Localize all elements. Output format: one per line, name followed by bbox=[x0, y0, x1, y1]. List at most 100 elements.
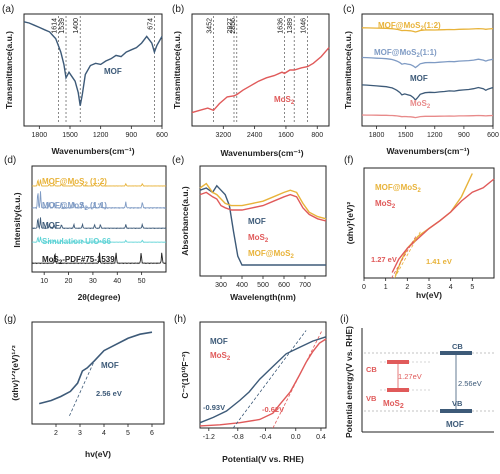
panel-d-legend-2: MOF@MoS2 (1:1) bbox=[42, 201, 107, 212]
panel-d-legend-3: MOF bbox=[42, 221, 60, 230]
panel-d-series-3 bbox=[31, 236, 167, 243]
panel-e-xtick-label: 500 bbox=[257, 282, 269, 289]
panel-f-xlabel: hv(eV) bbox=[416, 290, 442, 300]
panel-f-tangent-1 bbox=[394, 231, 421, 279]
panel-h-legend-mos2: MoS2 bbox=[210, 351, 231, 362]
panel-i-mos2-vb bbox=[387, 388, 409, 392]
panel-f-ylabel: (αhv)²(eV)² bbox=[345, 202, 355, 245]
panel-h-annot-1: -0.93V bbox=[203, 403, 225, 412]
panel-i-mof-vb-label: VB bbox=[452, 399, 463, 408]
panel-g-legend-mof: MOF bbox=[101, 361, 119, 370]
panel-g-ylabel: (αhv)¹ᐟ²(eV)¹ᐟ² bbox=[10, 345, 20, 401]
panel-c-series-0 bbox=[361, 27, 494, 33]
panel-h-annot-2: -0.62V bbox=[262, 405, 284, 414]
panel-i-mos2-cb bbox=[387, 360, 409, 364]
panel-c-xtick-label: 1200 bbox=[427, 132, 443, 139]
panel-b-peak-label: 2927 bbox=[227, 18, 234, 34]
panel-i-mof-gap: 2.56eV bbox=[458, 379, 482, 388]
panel-c: (c) 1800 1500 1200 900 600 MOF@MoS2(1:2) MOF… bbox=[343, 4, 499, 156]
panel-i-label: (i) bbox=[340, 314, 349, 325]
panel-c-legend-1: MOF@MoS2(1:2) bbox=[378, 21, 441, 32]
panel-h-ylabel: C⁻²(10¹⁰F⁻²) bbox=[180, 351, 190, 398]
panel-b-plot-frame bbox=[191, 13, 330, 127]
panel-a-peak-label: 674 bbox=[147, 18, 154, 30]
panel-e-xtick-label: 700 bbox=[299, 282, 311, 289]
panel-d-series-1 bbox=[31, 191, 167, 210]
panel-f-xtick-label: 4 bbox=[449, 284, 453, 291]
panel-c-legend-4: MoS2 bbox=[410, 99, 431, 110]
panel-d-xtick-label: 30 bbox=[89, 278, 97, 285]
panel-h-legend-mof: MOF bbox=[210, 337, 228, 346]
panel-i-mof-name: MOF bbox=[446, 420, 464, 429]
panel-i-mos2-vb-label: VB bbox=[366, 394, 377, 403]
panel-c-ylabel: Transmittance(a.u.) bbox=[343, 31, 353, 109]
panel-d-legend-5: MoS2-PDF#75-1539 bbox=[42, 255, 115, 266]
panel-g-xtick-label: 5 bbox=[126, 430, 130, 437]
panel-i-mof-cb bbox=[440, 351, 472, 355]
panel-e: (e) 300 400 500 600 700 MOF MoS2 MOF@MoS2 Wa… bbox=[172, 155, 327, 302]
panel-i-mof-cb-label: CB bbox=[452, 342, 463, 351]
panel-f-xtick-label: 3 bbox=[427, 284, 431, 291]
panel-h-xtick-label: 0.4 bbox=[316, 434, 326, 441]
panel-a-xtick-label: 900 bbox=[125, 132, 137, 139]
panel-f-series-1 bbox=[391, 178, 495, 273]
panel-g-xtick-label: 3 bbox=[78, 430, 82, 437]
panel-e-xtick-label: 300 bbox=[215, 282, 227, 289]
panel-c-label: (c) bbox=[343, 4, 355, 15]
panel-e-xtick-label: 400 bbox=[236, 282, 248, 289]
panel-a-xtick-label: 600 bbox=[156, 132, 168, 139]
panel-b-xtick-label: 3200 bbox=[216, 132, 232, 139]
panel-d-legend-4: Simulation UiO-66 bbox=[42, 237, 111, 246]
panel-f-xtick-label: 2 bbox=[405, 284, 409, 291]
panel-h-xlabel: Potential(V vs. RHE) bbox=[222, 454, 304, 464]
panel-e-series-2 bbox=[199, 182, 327, 220]
panel-d-label: (d) bbox=[4, 155, 16, 166]
panel-f-label: (f) bbox=[344, 155, 353, 166]
panel-e-legend-mof: MOF bbox=[248, 217, 266, 226]
panel-h-tangent-0 bbox=[232, 330, 307, 429]
panel-d-ylabel: Intensity(a.u.) bbox=[12, 192, 22, 247]
panel-d-series-2 bbox=[31, 217, 167, 230]
panel-b-peak-label: 3452 bbox=[206, 18, 213, 34]
panel-f: (f) 0 1 2 3 4 5 MOF@MoS2 MoS2 1.27 eV 1.41 eV… bbox=[344, 155, 495, 300]
panel-c-xtick-label: 1500 bbox=[398, 132, 414, 139]
panel-c-legend-2: MOF@MoS2(1:1) bbox=[374, 48, 437, 59]
panel-b-label: (b) bbox=[172, 4, 184, 15]
panel-h-xtick-label: -1.2 bbox=[203, 434, 215, 441]
panel-b-series-mos2 bbox=[191, 47, 330, 114]
panel-h-tangent-1 bbox=[272, 330, 323, 429]
panel-d-series-4 bbox=[31, 252, 167, 265]
panel-a-peak-label: 1400 bbox=[73, 18, 80, 34]
panel-e-legend-comp: MOF@MoS2 bbox=[248, 249, 294, 260]
panel-h-label: (h) bbox=[174, 314, 186, 325]
panel-e-legend-mos2: MoS2 bbox=[248, 233, 269, 244]
panel-g-xtick-label: 6 bbox=[150, 430, 154, 437]
panel-f-annot-1: 1.27 eV bbox=[371, 255, 397, 264]
panel-d-xtick-label: 40 bbox=[113, 278, 121, 285]
panel-c-series-3 bbox=[361, 114, 494, 119]
panel-i-ylabel: Potential energy(V vs. RHE) bbox=[344, 326, 354, 438]
panel-d-xtick-label: 20 bbox=[65, 278, 73, 285]
panel-c-legend-3: MOF bbox=[410, 74, 428, 83]
panel-a-peak-label: 1614 bbox=[51, 18, 58, 34]
panel-a-plot-frame bbox=[23, 13, 163, 127]
panel-d-plot-frame bbox=[31, 165, 167, 273]
panel-c-xtick-label: 1800 bbox=[369, 132, 385, 139]
panel-i: (i) Potential energy(V vs. RHE) CB VB 1.… bbox=[340, 314, 494, 438]
panel-b-peak-label: 1046 bbox=[301, 18, 308, 34]
panel-c-series-2 bbox=[361, 84, 494, 101]
panel-f-tangent-0 bbox=[391, 235, 417, 279]
panel-c-series-1 bbox=[361, 56, 494, 69]
panel-g-xtick-label: 2 bbox=[54, 430, 58, 437]
panel-b-xtick-label: 2400 bbox=[247, 132, 263, 139]
panel-g-tangent bbox=[69, 360, 95, 417]
panel-f-legend-comp: MOF@MoS2 bbox=[375, 183, 421, 194]
panel-c-xtick-label: 600 bbox=[487, 132, 499, 139]
panel-d-series-0 bbox=[31, 178, 167, 187]
panel-b-peak-label: 1636 bbox=[278, 18, 285, 34]
panel-h-plot-frame bbox=[199, 321, 327, 429]
panel-d-xlabel: 2θ(degree) bbox=[78, 292, 121, 302]
panel-b-xlabel: Wavenumbers(cm⁻¹) bbox=[220, 148, 303, 158]
panel-g: (g) 2 3 4 5 6 MOF 2.56 eV hv(eV) (αhv)¹ᐟ²(eV… bbox=[4, 314, 165, 459]
